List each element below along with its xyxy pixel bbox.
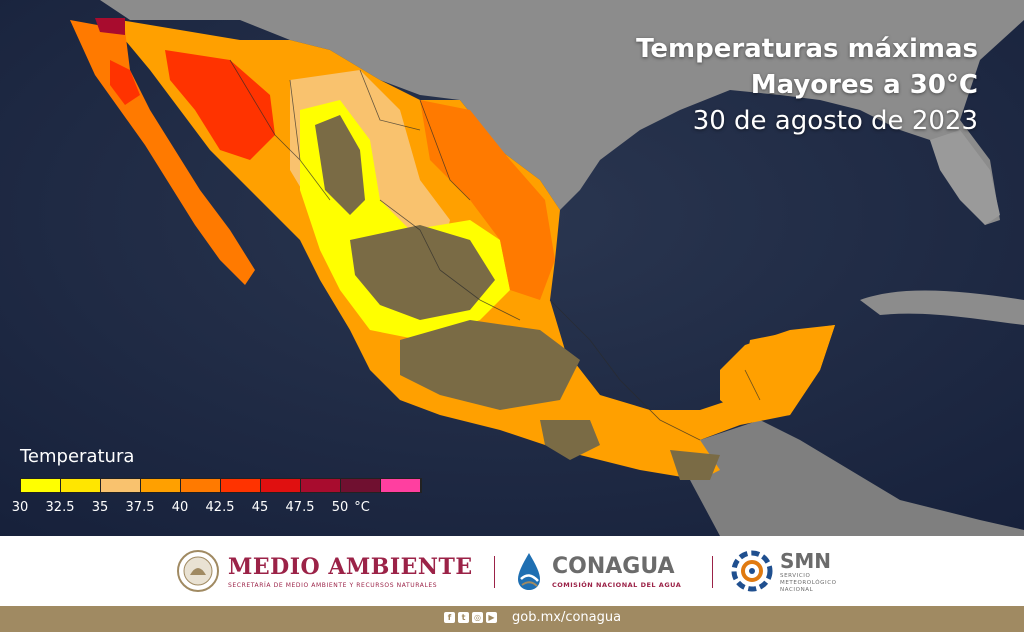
highland-central [350, 225, 495, 320]
smn-logo: SMN SERVICIO METEOROLÓGICO NACIONAL [730, 546, 837, 596]
divider [712, 556, 713, 588]
central-america-land [690, 420, 1024, 536]
florida-land [930, 130, 1000, 225]
map-subtitle: Mayores a 30°C [750, 70, 978, 100]
legend-swatch [381, 479, 421, 492]
hot-zone-baja [110, 60, 140, 105]
facebook-icon[interactable]: f [444, 612, 455, 623]
smn-subtitle-2: METEOROLÓGICO [780, 579, 837, 586]
smn-subtitle-1: SERVICIO [780, 572, 811, 579]
legend-label: 45 [251, 500, 269, 515]
bottom-bar [0, 606, 1024, 632]
legend-label: 32.5 [45, 500, 75, 515]
semarnat-name: MEDIO AMBIENTE [228, 553, 473, 580]
footer-logos: MEDIO AMBIENTE SECRETARÍA DE MEDIO AMBIE… [0, 536, 1024, 606]
legend-label: 50 [331, 500, 349, 515]
legend-label: 35 [91, 500, 109, 515]
hot-zone-tamaulipas [420, 100, 555, 300]
legend-swatch [341, 479, 381, 492]
conagua-subtitle: COMISIÓN NACIONAL DEL AGUA [552, 580, 682, 589]
map-date: 30 de agosto de 2023 [692, 106, 978, 136]
hot-zone-sonora [165, 50, 275, 160]
legend-swatch [61, 479, 101, 492]
smn-subtitle-3: NACIONAL [780, 586, 814, 593]
instagram-icon[interactable]: ◎ [472, 612, 483, 623]
highland-oaxaca [540, 420, 600, 460]
legend-unit: °C [354, 500, 370, 515]
legend-color-bar [20, 478, 422, 493]
legend-label: 30 [11, 500, 29, 515]
legend-swatch [301, 479, 341, 492]
cuba-land [860, 290, 1024, 325]
highland-chiapas [670, 450, 720, 480]
smn-name: SMN [780, 548, 832, 573]
twitter-icon[interactable]: t [458, 612, 469, 623]
legend-swatch [261, 479, 301, 492]
temperature-map: Temperaturas máximas Mayores a 30°C 30 d… [0, 0, 1024, 536]
divider [494, 556, 495, 588]
map-canvas [0, 0, 1024, 536]
legend-swatch [221, 479, 261, 492]
water-drop-icon [518, 553, 540, 590]
legend-swatch [181, 479, 221, 492]
mexico-seal-icon [177, 550, 219, 592]
usa-land [60, 0, 1024, 225]
state-borders [229, 59, 761, 441]
legend-label: 40 [171, 500, 189, 515]
legend-swatch [21, 479, 61, 492]
legend-label: 47.5 [285, 500, 315, 515]
youtube-icon[interactable]: ▶ [486, 612, 497, 623]
social-icons: f t ◎ ▶ [444, 612, 497, 623]
legend-swatch [101, 479, 141, 492]
yucatan [720, 325, 835, 420]
legend-label: 42.5 [205, 500, 235, 515]
semarnat-subtitle: SECRETARÍA DE MEDIO AMBIENTE Y RECURSOS … [228, 581, 438, 589]
website-link[interactable]: gob.mx/conagua [512, 610, 622, 625]
semarnat-logo: MEDIO AMBIENTE SECRETARÍA DE MEDIO AMBIE… [176, 546, 473, 596]
legend-labels: 30 32.5 35 37.5 40 42.5 45 47.5 50 °C [0, 500, 420, 518]
extreme-zone-border [95, 18, 125, 35]
legend-swatch [141, 479, 181, 492]
highland-north [315, 115, 365, 215]
highland-south [400, 320, 580, 410]
conagua-name: CONAGUA [552, 553, 675, 579]
smn-spiral-icon [731, 550, 773, 592]
conagua-logo: CONAGUA COMISIÓN NACIONAL DEL AGUA [512, 546, 681, 596]
legend-title: Temperatura [20, 446, 135, 467]
map-title: Temperaturas máximas [636, 34, 978, 64]
legend-label: 37.5 [125, 500, 155, 515]
